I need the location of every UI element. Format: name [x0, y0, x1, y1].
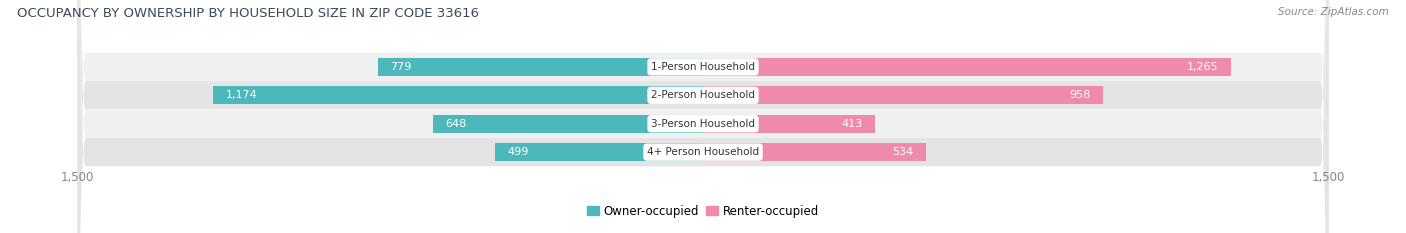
Bar	[703, 115, 876, 133]
Text: 499: 499	[508, 147, 529, 157]
Bar	[703, 86, 1102, 104]
Text: 1,174: 1,174	[226, 90, 257, 100]
Bar	[703, 143, 925, 161]
Bar	[214, 86, 703, 104]
Text: 413: 413	[842, 119, 863, 129]
Text: 779: 779	[391, 62, 412, 72]
Text: 3-Person Household: 3-Person Household	[651, 119, 755, 129]
FancyBboxPatch shape	[77, 0, 1329, 233]
Legend: Owner-occupied, Renter-occupied: Owner-occupied, Renter-occupied	[582, 200, 824, 223]
FancyBboxPatch shape	[77, 0, 1329, 233]
Text: 2-Person Household: 2-Person Household	[651, 90, 755, 100]
Bar	[495, 143, 703, 161]
Text: 4+ Person Household: 4+ Person Household	[647, 147, 759, 157]
Bar	[433, 115, 703, 133]
Text: OCCUPANCY BY OWNERSHIP BY HOUSEHOLD SIZE IN ZIP CODE 33616: OCCUPANCY BY OWNERSHIP BY HOUSEHOLD SIZE…	[17, 7, 479, 20]
FancyBboxPatch shape	[77, 0, 1329, 233]
Bar	[378, 58, 703, 76]
Text: 1-Person Household: 1-Person Household	[651, 62, 755, 72]
Text: 958: 958	[1069, 90, 1090, 100]
FancyBboxPatch shape	[77, 0, 1329, 233]
Bar	[703, 58, 1230, 76]
Text: 1,265: 1,265	[1187, 62, 1218, 72]
Text: Source: ZipAtlas.com: Source: ZipAtlas.com	[1278, 7, 1389, 17]
Text: 648: 648	[446, 119, 467, 129]
Text: 534: 534	[891, 147, 914, 157]
